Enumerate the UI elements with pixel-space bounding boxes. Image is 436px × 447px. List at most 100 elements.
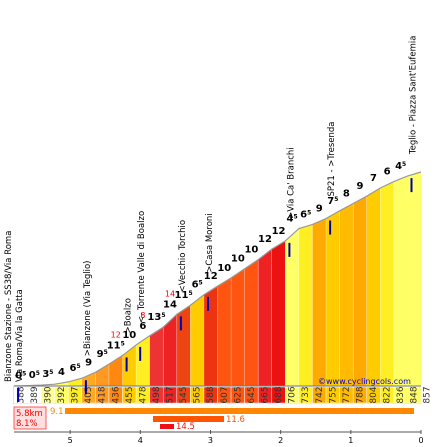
profile-segment	[81, 372, 96, 386]
elevation-label: 848	[410, 386, 420, 403]
profile-segment	[176, 305, 191, 386]
grade-label: 45	[395, 161, 406, 172]
grade-label: 12	[258, 234, 272, 245]
elevation-label: 392	[57, 386, 67, 403]
elevation-label: 588	[206, 386, 216, 403]
landmark-label: >Via Ca' Branchi	[286, 147, 296, 219]
elevation-label: 565	[193, 386, 203, 403]
distance-tick-label: 5	[68, 436, 73, 445]
profile-segment	[163, 314, 177, 386]
grade-label: 75	[327, 196, 338, 207]
profile-segment	[203, 286, 218, 386]
profile-grid-group	[13, 171, 422, 404]
elevation-label: 788	[355, 386, 365, 403]
profile-segment	[149, 327, 164, 386]
grade-label: 6	[139, 321, 146, 332]
elevation-label: 390	[43, 386, 53, 403]
elevation-row: 388 389 390 392 397 405 418 436 455 478 498 517 545 5…	[13, 385, 433, 404]
elevation-label: 498	[152, 386, 162, 403]
elevation-label: 688	[274, 386, 284, 403]
inline-marker: 12	[111, 330, 121, 339]
grade-label: 45	[287, 214, 298, 225]
grade-label: 05	[15, 371, 26, 382]
grade-label: 10	[122, 330, 136, 341]
profile-segment	[258, 249, 272, 386]
landmark-labels: Bianzone Stazione - SS38/Via Roma Via Rom…	[4, 35, 418, 402]
profile-segment	[271, 240, 286, 386]
elevation-cell	[407, 386, 422, 404]
landmark-label: >Casa Moroni	[205, 213, 215, 272]
elevation-label: 388	[16, 386, 26, 403]
summary-bar-value: 9.1	[50, 407, 64, 417]
distance-tick-label: 4	[138, 436, 143, 445]
grade-label: 8	[343, 188, 350, 199]
elevation-label: 755	[328, 386, 338, 403]
profile-segment	[122, 344, 137, 386]
grade-label: 10	[231, 254, 245, 265]
elevation-label: 742	[315, 386, 325, 403]
grade-label: 65	[192, 280, 203, 291]
elevation-label: 478	[138, 386, 148, 403]
elevation-label: 706	[288, 386, 298, 403]
elevation-label: 772	[342, 386, 352, 403]
grade-label: 95	[97, 349, 108, 360]
grade-label: 65	[69, 363, 80, 374]
profile-outline	[13, 171, 422, 387]
grade-label: 7	[370, 173, 377, 184]
landmark-label: SP21 - >Tresenda	[327, 121, 337, 196]
elevation-label: 822	[383, 386, 393, 403]
elevation-label: 436	[111, 386, 121, 403]
profile-segment	[393, 176, 408, 386]
grade-label: 4	[58, 367, 65, 378]
elevation-label: 733	[301, 386, 311, 403]
profile-segment	[339, 203, 354, 386]
profile-segment	[353, 196, 367, 386]
grade-label: 6	[384, 167, 391, 178]
profile-segment	[298, 224, 313, 386]
elevation-label: 418	[98, 386, 108, 403]
grade-label: 14	[163, 299, 177, 310]
elevation-label: 804	[369, 386, 379, 403]
elevation-label: 389	[30, 386, 40, 403]
landmark-label: <Vecchio Torchio	[178, 220, 188, 292]
profile-segment	[190, 294, 204, 386]
profile-segment	[231, 268, 245, 386]
inline-marker: 8	[140, 311, 145, 320]
profile-segment	[312, 218, 327, 386]
profile-segment	[326, 210, 340, 386]
grade-label: 10	[244, 245, 258, 256]
watermark: ©www.cyclingcols.com	[318, 377, 411, 386]
landmark-label: Via Roma/Via la Gatta	[15, 289, 25, 382]
grade-label: 05	[29, 370, 40, 381]
landmark-label: Bianzone Stazione - SS38/Via Roma	[4, 231, 14, 382]
summary-bar-value: 14.5	[176, 422, 195, 432]
elevation-label: 857	[423, 386, 433, 403]
grade-label: 135	[147, 312, 165, 323]
elevation-label: 405	[84, 386, 94, 403]
profile-segment	[366, 187, 381, 386]
profile-segment	[380, 181, 394, 386]
grade-label: 12	[272, 226, 286, 237]
distance-tick-label: 1	[348, 436, 353, 445]
summary-bar-value: 11.6	[226, 415, 245, 425]
landmark-label: >Boalzo	[124, 298, 134, 333]
stats-box	[13, 406, 47, 430]
grade-label: 9	[356, 181, 363, 192]
landmark-label: Teglio - Piazza Sant'Eufemia	[408, 35, 418, 155]
grade-label: 115	[175, 290, 193, 301]
grade-label: 10	[217, 263, 231, 274]
stat-value: 5.8km	[16, 409, 43, 419]
elevation-label: 455	[125, 386, 135, 403]
grade-label: 65	[300, 209, 311, 220]
inline-markers: 12 8 14	[111, 289, 175, 339]
summary-bar	[65, 408, 414, 414]
profile-segment	[285, 228, 299, 386]
elevation-label: 836	[396, 386, 406, 403]
profile-segment	[108, 355, 123, 386]
elevation-label: 665	[260, 386, 270, 403]
grade-label: 12	[204, 271, 218, 282]
grade-label: 35	[42, 369, 53, 380]
profile-segment	[68, 378, 82, 386]
